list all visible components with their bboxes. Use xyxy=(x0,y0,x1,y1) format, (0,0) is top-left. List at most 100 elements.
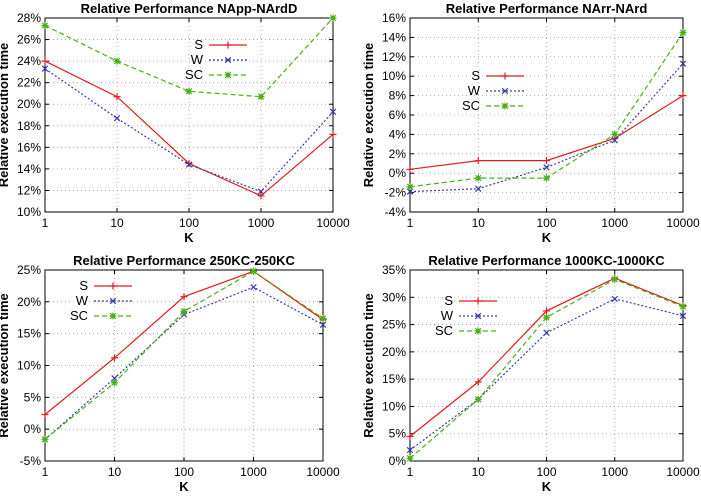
legend-marker xyxy=(501,87,509,95)
y-tick-label: 28% xyxy=(17,11,41,25)
marker-core xyxy=(544,176,549,181)
y-tick-label: 14% xyxy=(382,30,406,44)
data-point xyxy=(474,157,482,165)
legend-label: S xyxy=(194,37,203,52)
series-line xyxy=(44,286,324,440)
series-sc xyxy=(41,14,337,101)
marker-stroke xyxy=(224,56,232,64)
marker-core xyxy=(226,73,230,77)
x-tick-label: 1 xyxy=(407,465,414,479)
marker-core xyxy=(321,316,325,321)
series-line xyxy=(44,17,334,98)
y-tick-label: 0% xyxy=(389,454,407,468)
y-tick-label: -4% xyxy=(385,205,407,219)
y-tick-label: 10% xyxy=(17,205,41,219)
series-sc xyxy=(406,275,687,462)
legend-entry-sc: SC xyxy=(185,67,247,82)
legend-entry-w: W xyxy=(191,52,247,67)
legend-marker xyxy=(224,41,232,49)
data-point xyxy=(543,157,550,165)
legend-label: W xyxy=(441,308,454,323)
legend-entry-s: S xyxy=(471,68,524,83)
marker-core xyxy=(476,329,480,333)
y-tick-label: 6% xyxy=(389,108,407,122)
data-point xyxy=(543,164,550,171)
data-point xyxy=(406,454,414,462)
series-s xyxy=(406,92,687,173)
data-point xyxy=(406,432,414,440)
data-point xyxy=(41,435,49,443)
series-s xyxy=(41,57,337,200)
x-tick-label: 10000 xyxy=(316,216,350,230)
data-point xyxy=(679,312,687,320)
legend-label: W xyxy=(76,293,89,308)
series-w xyxy=(406,60,687,195)
y-tick-label: 0% xyxy=(24,422,42,436)
series-sc xyxy=(406,29,687,191)
y-tick-label: -2% xyxy=(385,186,407,200)
data-point xyxy=(406,165,414,173)
data-point xyxy=(41,65,49,72)
marker-stroke xyxy=(329,108,337,115)
data-point xyxy=(41,411,49,419)
marker-core xyxy=(111,314,115,318)
data-point xyxy=(185,160,193,167)
marker-stroke xyxy=(679,60,687,67)
marker-core xyxy=(544,315,549,320)
legend-marker xyxy=(474,297,482,305)
series-w xyxy=(41,65,337,195)
legend-label: S xyxy=(444,293,453,308)
x-tick-label: 10000 xyxy=(666,465,700,479)
data-point xyxy=(185,87,193,95)
chart-napp-nardd: 10% 12% 14% 16% 18% 20% 22% 24% 26% 28% 1 10 100 1000… xyxy=(0,1,350,245)
marker-core xyxy=(182,309,186,314)
marker-stroke xyxy=(611,295,618,303)
data-point xyxy=(257,188,265,195)
marker-core xyxy=(408,456,412,461)
x-tick-label: 10 xyxy=(110,216,124,230)
x-tick-label: 1000 xyxy=(601,465,628,479)
series-line xyxy=(409,63,684,193)
data-point xyxy=(111,379,118,387)
data-point xyxy=(679,92,687,100)
x-tick-label: 1000 xyxy=(240,465,267,479)
marker-core xyxy=(408,184,412,189)
marker-stroke xyxy=(679,312,687,320)
legend-marker xyxy=(109,282,117,290)
y-tick-label: 26% xyxy=(17,33,41,47)
y-tick-label: 20% xyxy=(17,295,41,309)
marker-core xyxy=(503,104,507,108)
data-point xyxy=(611,136,618,144)
y-tick-label: 10% xyxy=(17,359,41,373)
y-tick-label: 20% xyxy=(17,97,41,111)
y-tick-label: 16% xyxy=(17,140,41,154)
data-point xyxy=(543,307,550,315)
x-tick-label: 1 xyxy=(42,216,49,230)
marker-stroke xyxy=(406,188,414,195)
series-sc xyxy=(41,267,327,443)
legend-entry-sc: SC xyxy=(70,308,132,323)
chart-250kc-250kc: -5% 0% 5% 10% 15% 20% 25% 1 10 100 1000 10000 Relati… xyxy=(0,253,340,494)
data-point xyxy=(111,354,118,362)
marker-stroke xyxy=(501,87,509,95)
series-w xyxy=(406,295,687,454)
marker-core xyxy=(612,132,617,137)
x-tick-label: 100 xyxy=(536,465,556,479)
chart-1000kc-1000kc: 0% 5% 10% 15% 20% 25% 30% 35% 1 10 100 1000 10000 Rel… xyxy=(361,253,700,494)
y-axis-label: Relative execution time xyxy=(0,43,11,188)
data-point xyxy=(185,161,193,168)
marker-stroke xyxy=(109,297,117,305)
marker-core xyxy=(43,23,47,28)
marker-core xyxy=(331,16,335,20)
marker-stroke xyxy=(474,312,482,320)
data-point xyxy=(113,57,121,65)
y-tick-label: 10% xyxy=(382,399,406,413)
legend-entry-sc: SC xyxy=(435,323,497,338)
data-point xyxy=(406,446,414,454)
y-tick-label: 22% xyxy=(17,76,41,90)
marker-stroke xyxy=(319,321,327,328)
y-tick-label: 25% xyxy=(382,318,406,332)
marker-core xyxy=(681,30,685,35)
marker-core xyxy=(187,89,191,94)
